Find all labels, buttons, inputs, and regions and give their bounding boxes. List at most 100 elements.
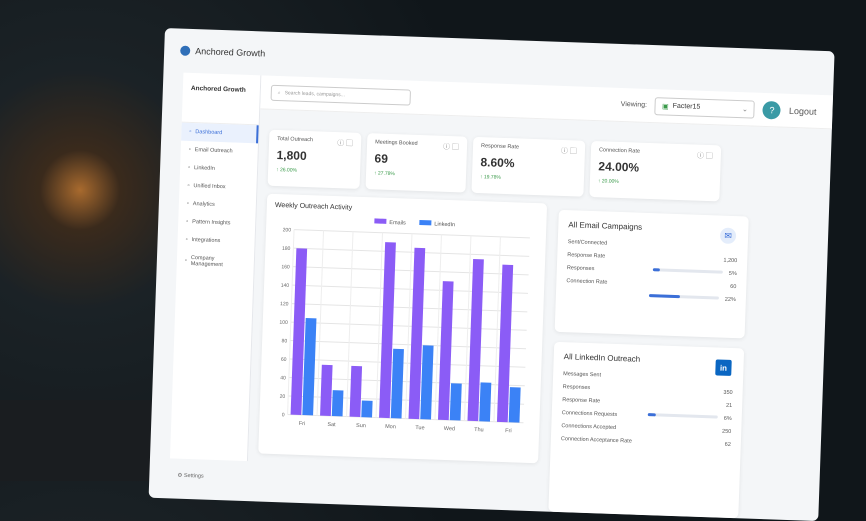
users-icon: ⓘ ▢	[697, 151, 713, 162]
progress-bar	[648, 413, 718, 418]
chart-icon: ▫	[189, 129, 191, 135]
metric-row: Connection Rate 60	[566, 278, 736, 290]
logo-icon	[180, 46, 190, 56]
sidebar-item-label: Pattern Insights	[192, 219, 230, 226]
sidebar-item-label: Email Outreach	[195, 147, 233, 154]
y-tick-label: 120	[280, 301, 289, 307]
stat-change-value: 27.78%	[378, 171, 395, 178]
metric-value: 6%	[724, 416, 732, 422]
x-tick-label: Tue	[415, 425, 424, 431]
stat-change-value: 19.78%	[484, 174, 501, 181]
x-tick-label: Fri	[299, 421, 306, 427]
metric-label: Connections Requests	[562, 410, 618, 418]
metric-row: 22%	[566, 291, 736, 303]
analytics-icon: ▫	[187, 201, 189, 207]
sidebar-item-settings[interactable]: ⚙ Settings	[177, 473, 204, 480]
legend-swatch	[374, 218, 386, 223]
metric-row: Connections Accepted 250	[561, 423, 731, 435]
search-input[interactable]: ⌕Search leads, campaigns...	[271, 84, 411, 105]
bar-linkedin	[420, 345, 433, 419]
metric-label: Responses	[563, 384, 591, 391]
y-tick-label: 80	[281, 338, 287, 344]
bar-emails	[320, 365, 333, 416]
metric-value: 60	[730, 284, 736, 290]
email-card-title: All Email Campaigns	[568, 220, 738, 235]
bar-linkedin	[302, 318, 316, 415]
stat-change: ↑ 26.00%	[276, 167, 352, 176]
search-placeholder: Search leads, campaigns...	[285, 90, 345, 98]
x-tick-label: Fri	[505, 428, 512, 434]
y-tick-label: 40	[280, 375, 286, 381]
y-tick-label: 180	[282, 246, 291, 252]
metric-value: 350	[723, 390, 732, 396]
metric-value: 5%	[729, 271, 737, 277]
sidebar-item-company-management[interactable]: ▫Company Management	[176, 249, 254, 276]
y-tick-label: 160	[281, 264, 290, 270]
sidebar-item-label: Analytics	[193, 201, 215, 208]
x-tick-label: Sat	[327, 422, 336, 428]
viewing-select[interactable]: ▣ Facter15 ⌄	[655, 97, 756, 118]
sidebar-title: Anchored Growth	[182, 73, 261, 126]
chevron-down-icon: ⌄	[742, 105, 748, 113]
metric-label: Connection Acceptance Rate	[561, 436, 632, 444]
metric-row: Responses 350	[563, 384, 733, 396]
linkedin-card-title: All LinkedIn Outreach	[564, 352, 734, 367]
mail-icon: ✉	[720, 228, 737, 245]
mail-icon: ▫	[189, 147, 191, 153]
settings-label: Settings	[184, 473, 204, 480]
bar-linkedin	[509, 387, 521, 423]
stat-value: 24.00%	[598, 159, 712, 177]
stat-change-value: 20.00%	[602, 178, 619, 185]
stat-value: 69	[374, 151, 458, 168]
help-button[interactable]: ?	[763, 100, 782, 119]
metric-label: Connections Accepted	[561, 423, 616, 431]
x-tick-label: Wed	[444, 426, 455, 432]
y-tick-label: 100	[279, 320, 288, 326]
y-tick-label: 200	[283, 227, 292, 233]
plug-icon: ▫	[186, 237, 188, 243]
metric-value: 22%	[725, 297, 736, 303]
stat-change: ↑ 19.78%	[480, 174, 576, 183]
progress-bar	[649, 294, 719, 299]
viewing-label: Viewing:	[621, 101, 648, 109]
mail-icon: ⓘ ▢	[337, 138, 353, 149]
metric-value: 250	[722, 429, 731, 435]
dashboard-screen: Anchored Growth Anchored Growth ▫Dashboa…	[149, 28, 835, 521]
metric-label: Connection Rate	[566, 278, 607, 285]
x-tick-label: Mon	[385, 424, 396, 430]
metric-label: Messages Sent	[563, 371, 601, 378]
y-tick-label: 140	[281, 283, 290, 289]
viewing-value: Facter15	[673, 103, 701, 111]
calendar-icon: ⓘ ▢	[443, 142, 459, 153]
sidebar-item-label: Dashboard	[195, 129, 222, 136]
x-tick-label: Sun	[356, 423, 366, 429]
bar-linkedin	[479, 382, 491, 421]
legend-label: LinkedIn	[434, 222, 455, 229]
progress-bar	[653, 268, 723, 273]
sidebar-item-label: Unified Inbox	[193, 183, 225, 190]
metric-label: Response Rate	[562, 397, 600, 404]
linkedin-outreach-card: All LinkedIn Outreach in Messages Sent Re…	[548, 342, 744, 519]
x-tick-label: Thu	[474, 427, 484, 433]
inbox-icon: ▫	[187, 183, 189, 189]
bar-linkedin	[361, 400, 372, 417]
linkedin-icon: in	[715, 359, 732, 376]
y-tick-label: 0	[282, 412, 285, 418]
bar-linkedin	[332, 390, 344, 416]
y-tick-label: 60	[281, 357, 287, 363]
metric-label: Sent/Connected	[568, 239, 608, 246]
briefcase-icon: ▣	[662, 102, 669, 110]
metric-label: Responses	[567, 265, 595, 272]
logout-button[interactable]: Logout	[789, 105, 817, 116]
trend-icon: ⓘ ▢	[561, 146, 577, 157]
stat-change: ↑ 27.78%	[374, 170, 458, 179]
bulb-icon: ▫	[186, 219, 188, 225]
